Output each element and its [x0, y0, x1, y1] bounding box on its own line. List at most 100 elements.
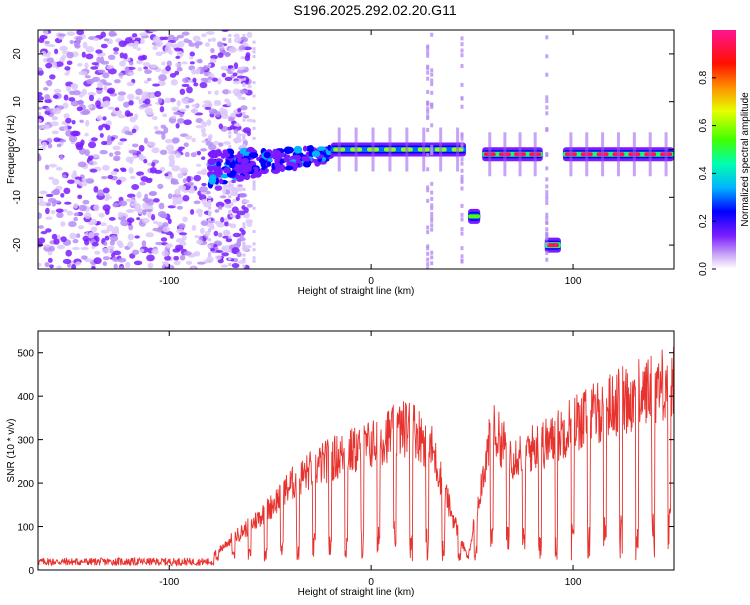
noise-cell [210, 54, 218, 60]
noise-cell [71, 263, 77, 269]
streak-cell [426, 116, 430, 121]
noise-streak [252, 206, 256, 210]
noise-cell [38, 111, 42, 116]
streak-cell [545, 232, 549, 237]
noise-cell [51, 233, 58, 240]
carrier-cell [292, 154, 302, 161]
carrier-cell [284, 146, 294, 154]
noise-cell [77, 161, 87, 168]
carrier-cell [293, 145, 303, 154]
noise-cell [50, 210, 56, 215]
noise-cell [65, 117, 72, 124]
noise-cell [63, 94, 69, 101]
noise-cell [46, 44, 56, 48]
noise-cell [214, 185, 223, 191]
noise-cell [157, 97, 163, 104]
noise-cell [200, 168, 208, 176]
noise-cell [77, 194, 83, 200]
carrier-cell [292, 163, 299, 168]
streak-cell [545, 99, 549, 104]
noise-cell [168, 159, 176, 165]
noise-cell [100, 222, 107, 227]
noise-cell [168, 149, 176, 155]
noise-cell [161, 133, 166, 140]
noise-cell [176, 205, 183, 210]
line-sidelobe [337, 127, 341, 172]
noise-cell [89, 161, 94, 165]
noise-cell [93, 257, 102, 265]
noise-cell [246, 31, 253, 39]
streak-cell [545, 111, 549, 116]
noise-cell [49, 264, 54, 269]
noise-cell [159, 106, 165, 113]
noise-cell [171, 106, 180, 112]
noise-cell [181, 234, 187, 241]
noise-cell [96, 56, 102, 64]
noise-cell [72, 170, 77, 176]
noise-cell [56, 212, 64, 219]
noise-cell [152, 220, 159, 225]
noise-streak [208, 253, 212, 257]
noise-cell [72, 90, 81, 96]
noise-cell [108, 217, 116, 221]
snr-x-tick-label: -100 [159, 577, 179, 588]
streak-cell [545, 127, 549, 132]
noise-cell [213, 230, 219, 237]
streak-cell [426, 257, 430, 262]
noise-cell [242, 199, 250, 204]
noise-cell [148, 191, 157, 196]
noise-cell [175, 62, 182, 68]
noise-cell [84, 75, 91, 79]
noise-cell [238, 45, 246, 51]
line-sidelobe [371, 127, 375, 172]
noise-cell [186, 181, 194, 186]
snr-y-tick-label: 0 [28, 566, 34, 577]
noise-cell [38, 106, 43, 110]
noise-cell [71, 119, 76, 125]
noise-cell [101, 123, 108, 128]
noise-cell [38, 67, 43, 72]
noise-cell [147, 77, 152, 82]
streak-cell [426, 225, 430, 230]
noise-cell [38, 200, 47, 207]
noise-cell [212, 140, 220, 146]
noise-cell [122, 126, 130, 132]
line-peak [468, 214, 481, 219]
noise-cell [58, 33, 66, 37]
noise-cell [170, 79, 178, 86]
noise-streak [208, 206, 212, 210]
noise-cell [199, 82, 208, 89]
noise-cell [69, 39, 75, 45]
streak-cell [460, 179, 464, 184]
streak-cell [430, 68, 434, 73]
noise-streak [228, 257, 232, 261]
noise-cell [138, 144, 145, 152]
noise-cell [191, 104, 200, 108]
noise-streak [228, 211, 232, 215]
noise-cell [118, 242, 124, 249]
noise-cell [65, 249, 72, 257]
noise-cell [131, 183, 140, 191]
noise-cell [231, 262, 240, 269]
noise-cell [106, 89, 114, 94]
streak-cell [545, 236, 549, 241]
noise-cell [197, 58, 203, 64]
noise-cell [210, 247, 215, 252]
noise-cell [185, 104, 190, 109]
noise-cell [131, 33, 138, 38]
noise-streak [252, 40, 256, 44]
noise-cell [110, 171, 118, 176]
streak-cell [545, 196, 549, 201]
noise-cell [219, 195, 227, 199]
noise-streak [242, 243, 246, 247]
noise-cell [47, 143, 53, 149]
noise-cell [147, 211, 152, 218]
noise-cell [51, 116, 59, 121]
noise-cell [225, 237, 233, 243]
noise-cell [112, 145, 121, 151]
noise-cell [75, 233, 81, 238]
noise-cell [102, 204, 111, 212]
noise-cell [215, 201, 225, 208]
noise-cell [41, 124, 51, 130]
